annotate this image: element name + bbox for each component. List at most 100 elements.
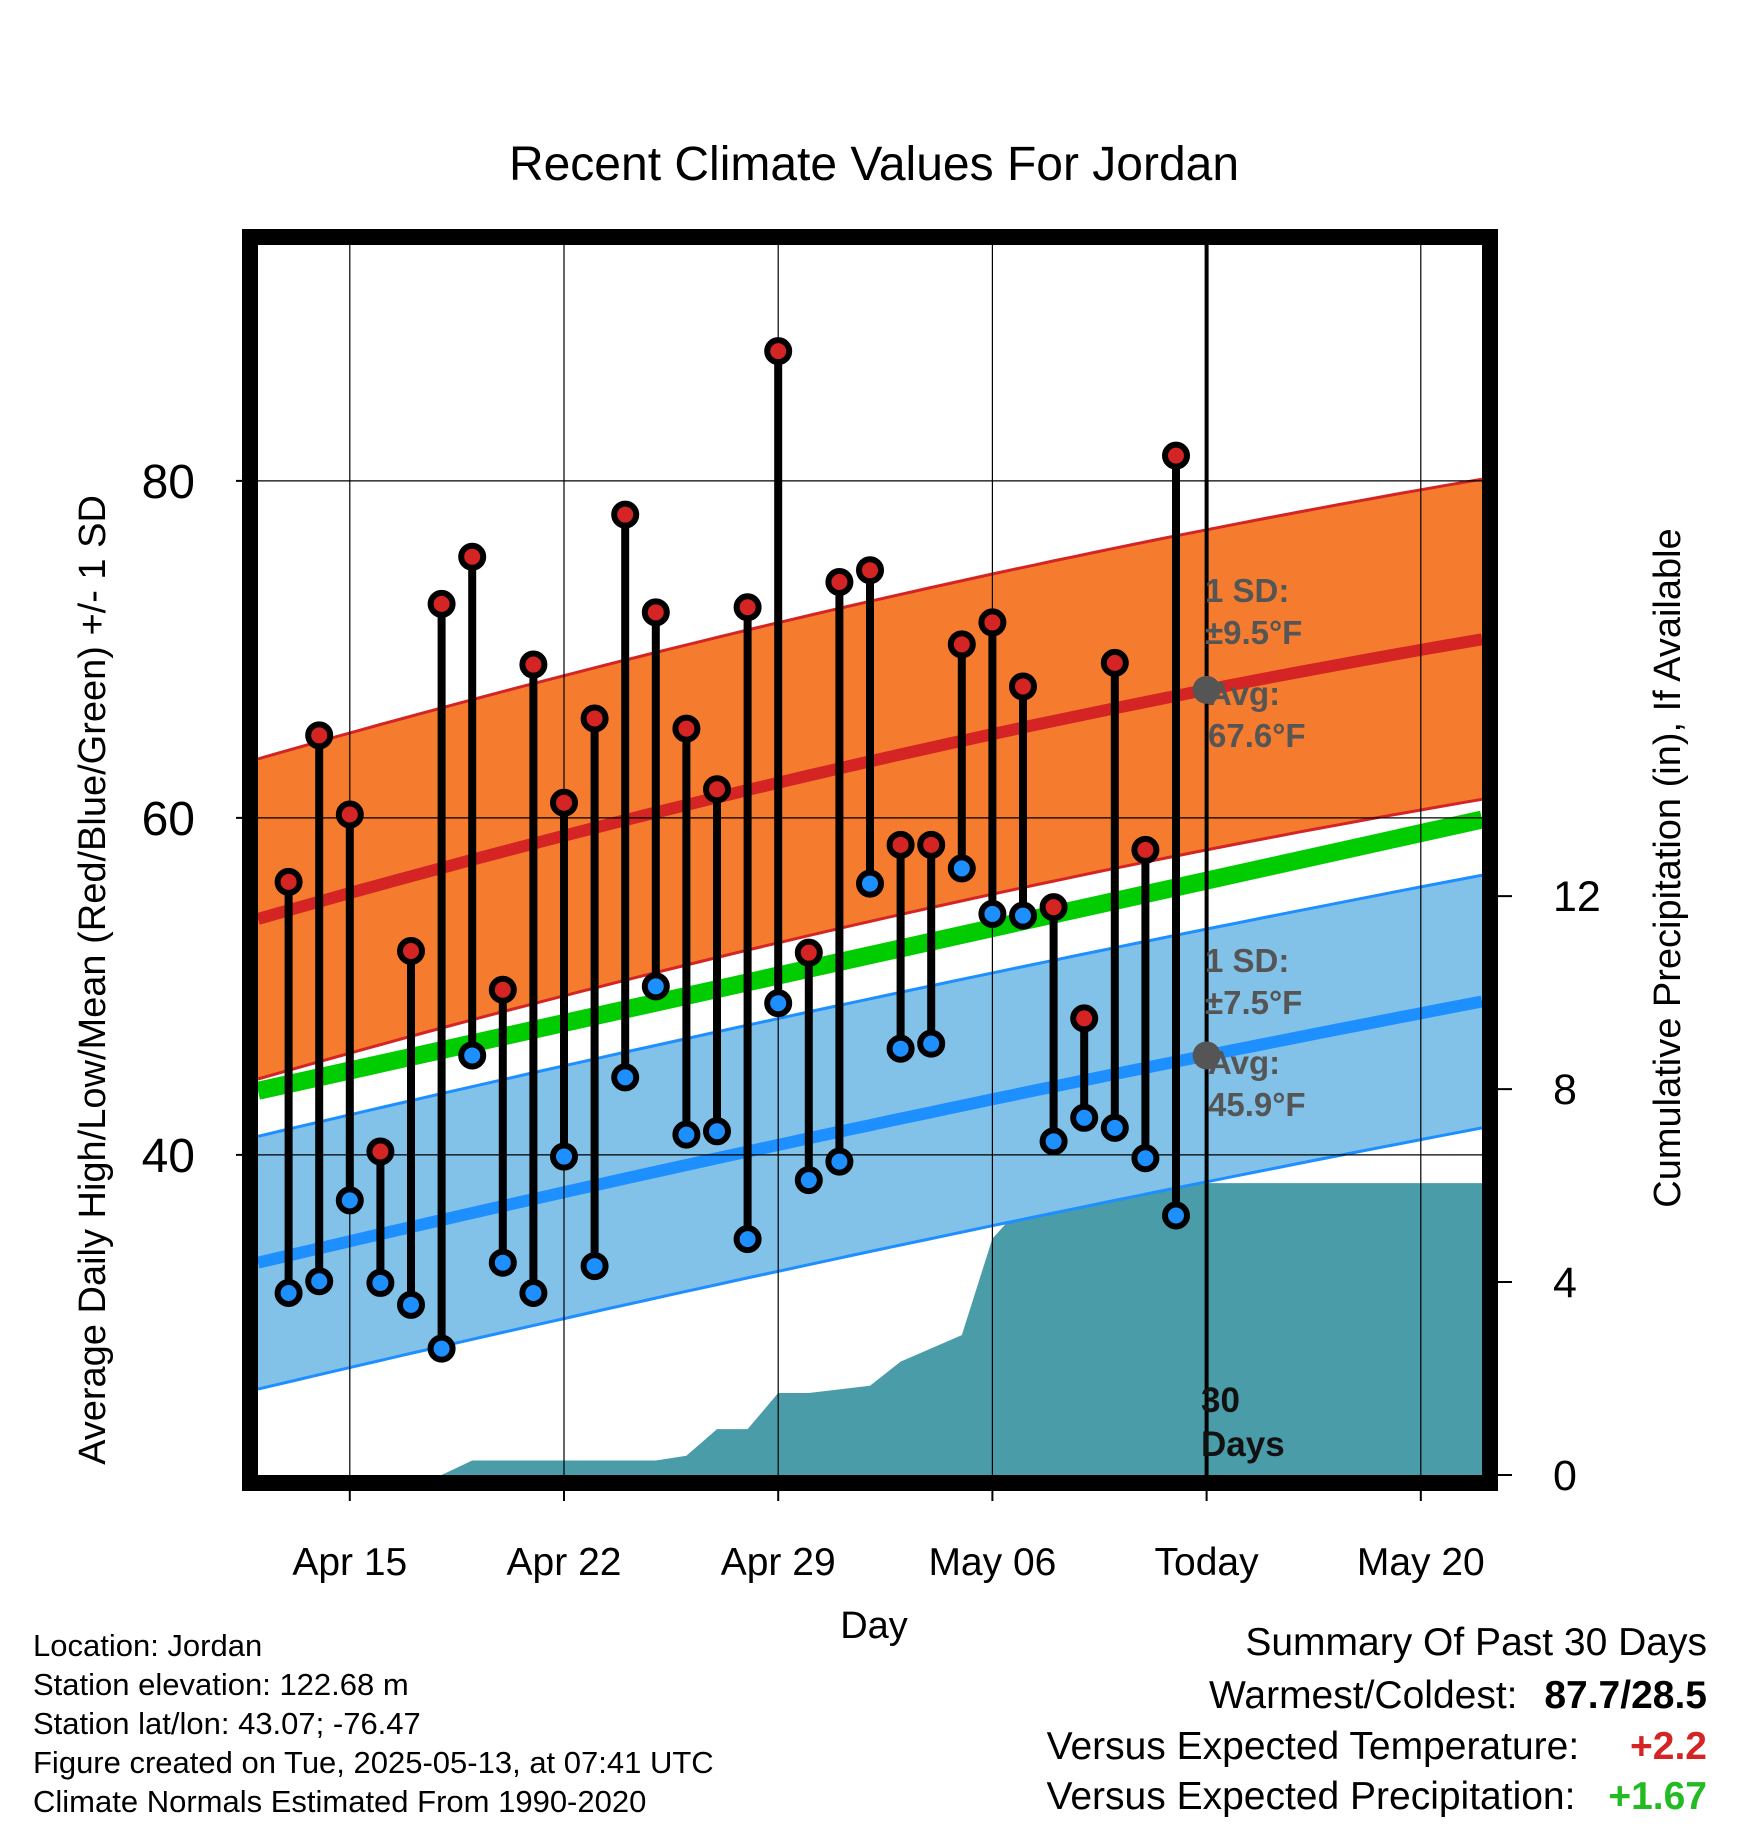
low-point [366,1268,395,1297]
mean-average-line [256,810,1484,1100]
high-avg-value: 67.6°F [1208,717,1306,754]
high-point [1009,672,1037,701]
low-point [733,1225,762,1254]
low-point [519,1279,548,1308]
high-point [580,704,609,733]
footer-latlon: Station lat/lon: 43.07; -76.47 [33,1706,421,1741]
high-sd-value: ±9.5°F [1205,614,1302,651]
high-point [825,567,854,596]
high-point [611,500,640,529]
low-point [917,1029,946,1058]
summary-temp-label: Versus Expected Temperature: [1046,1725,1580,1768]
footer-location: Location: Jordan [33,1628,263,1663]
x-tick-label: Apr 15 [292,1541,407,1584]
high-point [794,938,823,967]
low-point [856,869,884,898]
x-tick-label: Today [1155,1541,1260,1584]
today-low-average-marker [1192,1041,1221,1070]
precipitation-area [441,1183,1483,1475]
high-point [335,800,364,829]
high-point [1131,835,1160,864]
low-point [305,1267,334,1296]
low-point [947,854,976,883]
high-point [427,589,456,618]
axes: Apr 15 Apr 22 Apr 29 May 06 Today May 20 40 60 8… [142,311,1601,1584]
low-point [611,1063,640,1092]
high-point [488,975,517,1004]
chart-title: Recent Climate Values For Jordan [509,138,1239,191]
high-point [764,337,793,366]
high-point [397,936,425,965]
high-sd-label: 1 SD: [1205,572,1289,609]
high-point [703,775,731,804]
low-point [1009,901,1037,930]
high-point [733,593,762,622]
summary-temp-value: +2.2 [1630,1725,1707,1768]
plot-border [242,229,1498,1491]
high-band-lower-edge [257,797,1483,1081]
low-point [672,1120,701,1149]
low-point [1100,1113,1129,1142]
high-point [1039,893,1068,922]
low-avg-value: 45.9°F [1208,1086,1306,1123]
low-point [335,1186,364,1215]
y-axis-left-label: Average Daily High/Low/Mean (Red/Blue/Gr… [72,495,114,1465]
low-point [274,1279,303,1308]
high-point [1162,441,1190,470]
low-band-upper-edge [257,873,1483,1138]
y-right-tick-label: 12 [1553,873,1601,921]
low-point [886,1034,915,1063]
high-point [917,830,946,859]
low-point [825,1147,854,1176]
low-point [764,989,793,1018]
high-point [519,650,548,679]
summary-precipitation: Versus Expected Precipitation: +1.67 [1047,1772,1708,1822]
low-point [550,1142,578,1171]
y-right-tick-label: 4 [1553,1259,1577,1307]
y-left-tick-label: 40 [142,1130,195,1183]
summary-warm-cold: Warmest/Coldest: 87.7/28.5 [1209,1671,1707,1721]
summary-temperature: Versus Expected Temperature: +2.2 [1047,1722,1707,1772]
summary-warm-cold-label: Warmest/Coldest: [1209,1674,1518,1717]
x-tick-label: May 20 [1357,1541,1485,1584]
high-point [274,867,303,896]
low-point [703,1117,731,1146]
days-label-number: 30 [1201,1381,1240,1420]
high-point [1070,1004,1099,1033]
low-point [641,972,670,1001]
x-tick-label: Apr 29 [721,1541,836,1584]
plot-frame [242,229,1498,1491]
y-left-tick-label: 80 [142,456,195,509]
high-point [886,830,915,859]
y-right-tick-label: 8 [1553,1066,1577,1114]
high-point [856,556,884,585]
days-label-text: Days [1201,1425,1285,1464]
x-tick-label: Apr 22 [507,1541,622,1584]
low-point [488,1248,517,1277]
low-point [1162,1201,1190,1230]
low-average-line [256,995,1484,1269]
high-point [305,721,334,750]
high-point [366,1137,395,1166]
low-sd-value: ±7.5°F [1205,984,1302,1021]
low-point [1070,1103,1099,1132]
y-left-tick-label: 60 [142,793,195,846]
low-point [978,899,1007,928]
low-sd-label: 1 SD: [1205,942,1289,979]
footer-created: Figure created on Tue, 2025-05-13, at 07… [33,1745,714,1780]
summary-warm-cold-value: 87.7/28.5 [1544,1674,1707,1717]
low-point [1131,1144,1160,1173]
low-point [1039,1127,1068,1156]
high-point [550,788,578,817]
high-point [978,608,1007,637]
x-tick-label: May 06 [928,1541,1056,1584]
low-point [397,1290,425,1319]
today-high-average-marker [1192,675,1221,704]
cumulative-precip-area [441,1183,1483,1475]
high-point [947,630,976,659]
footer-elevation: Station elevation: 122.68 m [33,1667,409,1702]
low-band-lower-edge [257,1126,1483,1391]
high-point [641,598,670,627]
low-point [427,1334,456,1363]
